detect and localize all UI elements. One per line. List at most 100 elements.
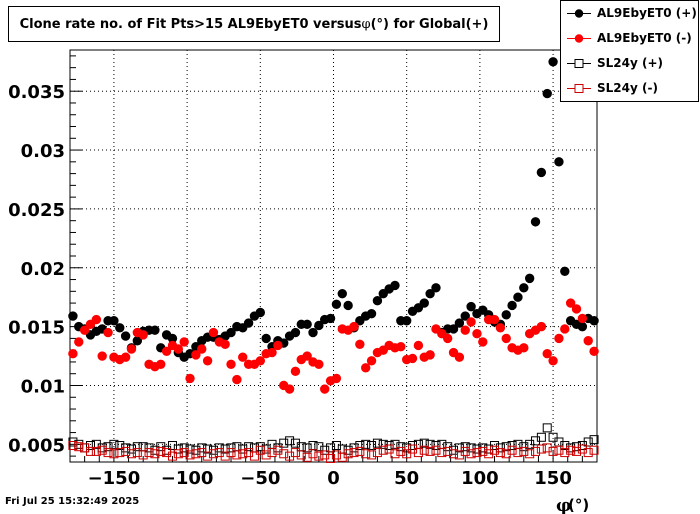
data-point	[249, 451, 259, 461]
data-point	[419, 445, 429, 455]
data-point	[179, 337, 189, 347]
data-point	[536, 432, 546, 442]
data-point	[150, 449, 160, 459]
data-point	[519, 446, 529, 456]
data-point	[548, 432, 558, 442]
legend-square-marker	[567, 84, 591, 93]
x-tick-label: −100	[161, 468, 214, 489]
data-point	[367, 441, 377, 451]
data-point	[314, 451, 324, 461]
data-point	[132, 442, 142, 452]
data-point	[173, 449, 183, 459]
data-point	[302, 319, 312, 329]
data-point	[337, 288, 347, 299]
legend-circle-marker	[567, 9, 591, 18]
data-point	[285, 436, 295, 446]
timestamp: Fri Jul 25 15:32:49 2025	[5, 496, 140, 507]
data-point	[372, 438, 382, 448]
data-point	[302, 351, 312, 361]
data-point	[454, 352, 465, 362]
data-point	[425, 439, 435, 449]
series-2	[68, 423, 599, 455]
data-point	[425, 288, 435, 299]
data-point	[203, 451, 213, 461]
x-axis-title: φ (°)	[556, 496, 589, 514]
data-point	[536, 444, 546, 454]
data-point	[407, 353, 418, 364]
data-point	[115, 441, 125, 451]
data-point	[583, 336, 593, 346]
data-point	[519, 442, 529, 452]
data-point	[490, 441, 500, 451]
data-point	[150, 325, 160, 335]
data-point	[472, 328, 482, 339]
data-point	[179, 448, 189, 458]
data-point	[126, 344, 137, 354]
x-axis-title-symbol: φ	[556, 496, 571, 514]
chart-title: Clone rate no. of Fit Pts>15 AL9EbyET0 v…	[8, 6, 500, 42]
data-point	[548, 446, 558, 456]
axis-ticks: −150 −100 −50 0 50 100 150 0.005 0.01 0.015 0.02 0.…	[8, 55, 598, 489]
data-point	[589, 316, 599, 326]
data-point	[208, 327, 219, 338]
data-point	[261, 333, 271, 344]
data-point	[566, 445, 576, 455]
data-point	[449, 449, 459, 459]
data-point	[390, 280, 400, 291]
data-point	[185, 450, 195, 460]
y-tick-label: 0.035	[8, 82, 65, 103]
data-point	[279, 449, 289, 459]
data-point	[583, 448, 593, 458]
data-point	[378, 439, 388, 449]
data-point	[214, 443, 224, 453]
data-point	[331, 299, 342, 309]
data-point	[490, 445, 500, 455]
data-point	[536, 167, 547, 178]
data-point	[542, 349, 552, 359]
data-point	[161, 346, 172, 357]
legend-circle-marker	[567, 34, 591, 43]
data-point	[548, 356, 558, 366]
data-point	[361, 449, 371, 459]
data-point	[495, 443, 505, 453]
data-point	[68, 311, 78, 321]
data-point	[560, 441, 570, 451]
x-tick-label: 150	[534, 468, 572, 489]
x-tick-label: −150	[88, 468, 141, 489]
data-point	[267, 347, 277, 358]
data-point	[97, 445, 107, 455]
data-point	[120, 352, 131, 362]
data-point	[173, 344, 184, 354]
data-point	[531, 446, 541, 456]
data-point	[85, 446, 95, 456]
data-point	[367, 450, 377, 460]
data-point	[425, 350, 435, 360]
data-point	[507, 445, 517, 455]
data-point	[197, 443, 207, 453]
legend-label: AL9EbyET0 (+)	[597, 6, 697, 20]
data-point	[302, 443, 312, 453]
data-point	[571, 304, 582, 314]
data-point	[226, 327, 236, 338]
data-point	[396, 341, 406, 352]
data-point	[243, 318, 254, 328]
data-point	[349, 321, 359, 332]
data-point	[495, 323, 506, 333]
data-point	[267, 448, 277, 458]
data-point	[74, 337, 84, 347]
data-point	[109, 316, 119, 326]
data-point	[144, 443, 154, 453]
data-point	[232, 374, 242, 385]
data-point	[384, 444, 394, 454]
data-point	[507, 300, 517, 311]
data-point	[460, 311, 470, 321]
data-point	[495, 448, 505, 458]
data-point	[121, 446, 131, 456]
data-point	[320, 384, 330, 394]
data-point	[156, 446, 166, 456]
data-point	[554, 157, 564, 167]
data-point	[191, 350, 201, 360]
data-point	[74, 442, 84, 452]
data-point	[226, 448, 236, 458]
series-3	[68, 441, 599, 463]
